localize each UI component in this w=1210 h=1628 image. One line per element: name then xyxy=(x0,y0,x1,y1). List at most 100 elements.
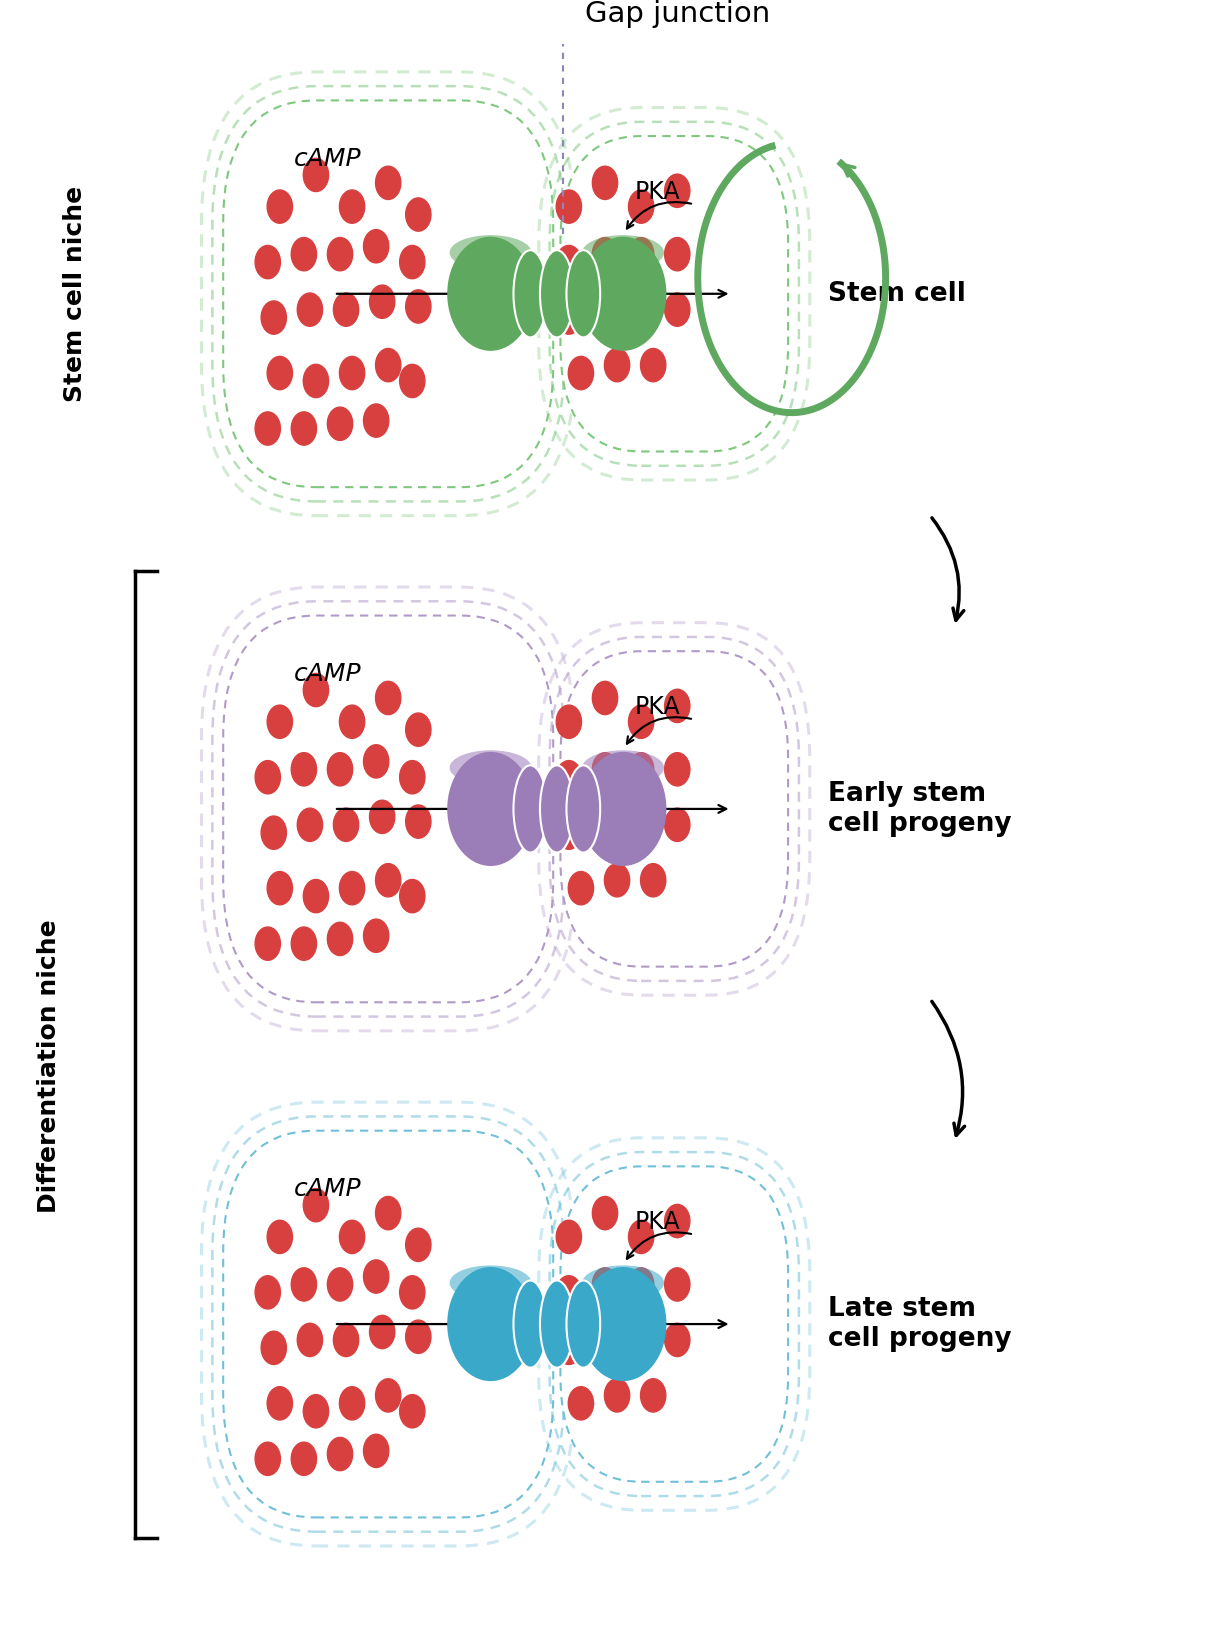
FancyBboxPatch shape xyxy=(560,137,788,451)
Circle shape xyxy=(292,412,317,444)
Circle shape xyxy=(292,238,317,270)
Text: cAMP: cAMP xyxy=(294,1177,362,1201)
Text: PKA: PKA xyxy=(635,179,680,204)
Circle shape xyxy=(304,674,329,707)
Circle shape xyxy=(255,1442,281,1475)
Circle shape xyxy=(304,879,329,913)
Circle shape xyxy=(593,1324,617,1356)
Circle shape xyxy=(363,1260,388,1293)
Circle shape xyxy=(292,926,317,961)
Circle shape xyxy=(628,285,653,319)
Circle shape xyxy=(569,357,594,389)
Circle shape xyxy=(399,760,425,794)
Circle shape xyxy=(334,293,358,326)
Text: Gap junction: Gap junction xyxy=(584,0,770,28)
Ellipse shape xyxy=(582,1265,664,1301)
Circle shape xyxy=(369,285,394,319)
Circle shape xyxy=(628,1315,653,1348)
Circle shape xyxy=(298,807,323,842)
Circle shape xyxy=(399,246,425,278)
Ellipse shape xyxy=(448,236,534,352)
Ellipse shape xyxy=(540,765,574,853)
Circle shape xyxy=(557,190,582,223)
Text: PKA: PKA xyxy=(635,1210,680,1234)
Circle shape xyxy=(267,190,293,223)
Circle shape xyxy=(628,1268,653,1301)
Ellipse shape xyxy=(513,1281,547,1368)
Ellipse shape xyxy=(580,236,667,352)
Circle shape xyxy=(593,1268,617,1301)
Circle shape xyxy=(664,689,690,723)
FancyBboxPatch shape xyxy=(223,1131,553,1517)
Circle shape xyxy=(399,879,425,913)
Text: Stem cell: Stem cell xyxy=(828,280,966,306)
Circle shape xyxy=(304,365,329,397)
Ellipse shape xyxy=(513,251,547,337)
Circle shape xyxy=(255,246,281,278)
Circle shape xyxy=(255,412,281,444)
Circle shape xyxy=(363,920,388,952)
FancyBboxPatch shape xyxy=(467,283,647,304)
Ellipse shape xyxy=(580,1267,667,1381)
Circle shape xyxy=(375,1379,401,1411)
Ellipse shape xyxy=(450,234,531,270)
Circle shape xyxy=(328,1268,352,1301)
Circle shape xyxy=(405,713,431,746)
Circle shape xyxy=(628,752,653,786)
Circle shape xyxy=(557,760,582,794)
Circle shape xyxy=(267,1221,293,1254)
Ellipse shape xyxy=(582,234,664,270)
Circle shape xyxy=(340,1221,364,1254)
Circle shape xyxy=(628,705,653,739)
Circle shape xyxy=(292,752,317,786)
Circle shape xyxy=(375,348,401,381)
Circle shape xyxy=(605,863,629,897)
Circle shape xyxy=(405,1320,431,1353)
Circle shape xyxy=(557,246,582,278)
Circle shape xyxy=(664,293,690,326)
Ellipse shape xyxy=(582,751,664,785)
Circle shape xyxy=(405,804,431,838)
Circle shape xyxy=(328,1438,352,1470)
FancyBboxPatch shape xyxy=(560,1166,788,1481)
Circle shape xyxy=(304,1395,329,1428)
Circle shape xyxy=(340,190,364,223)
Circle shape xyxy=(664,238,690,270)
Circle shape xyxy=(298,293,323,326)
FancyBboxPatch shape xyxy=(223,101,553,487)
Circle shape xyxy=(557,816,582,850)
Circle shape xyxy=(593,166,617,200)
Circle shape xyxy=(405,1228,431,1262)
Circle shape xyxy=(640,348,666,381)
Circle shape xyxy=(605,1379,629,1411)
Circle shape xyxy=(593,807,617,842)
Circle shape xyxy=(593,293,617,326)
Circle shape xyxy=(375,166,401,200)
Circle shape xyxy=(261,301,287,334)
FancyBboxPatch shape xyxy=(467,799,647,819)
Ellipse shape xyxy=(448,752,534,866)
Circle shape xyxy=(369,801,394,834)
Circle shape xyxy=(334,807,358,842)
Circle shape xyxy=(375,1197,401,1229)
Circle shape xyxy=(363,404,388,438)
FancyBboxPatch shape xyxy=(223,615,553,1003)
Ellipse shape xyxy=(540,1281,574,1368)
Circle shape xyxy=(304,1188,329,1223)
Circle shape xyxy=(340,871,364,905)
Circle shape xyxy=(375,682,401,715)
Ellipse shape xyxy=(566,1281,600,1368)
Circle shape xyxy=(557,1221,582,1254)
Circle shape xyxy=(405,199,431,231)
Ellipse shape xyxy=(580,752,667,866)
Ellipse shape xyxy=(448,1267,534,1381)
Ellipse shape xyxy=(450,751,531,785)
Ellipse shape xyxy=(566,251,600,337)
Circle shape xyxy=(664,807,690,842)
Text: Early stem
cell progeny: Early stem cell progeny xyxy=(828,781,1012,837)
Circle shape xyxy=(664,1324,690,1356)
Circle shape xyxy=(399,1395,425,1428)
Circle shape xyxy=(628,190,653,223)
Circle shape xyxy=(593,752,617,786)
Circle shape xyxy=(340,1387,364,1420)
